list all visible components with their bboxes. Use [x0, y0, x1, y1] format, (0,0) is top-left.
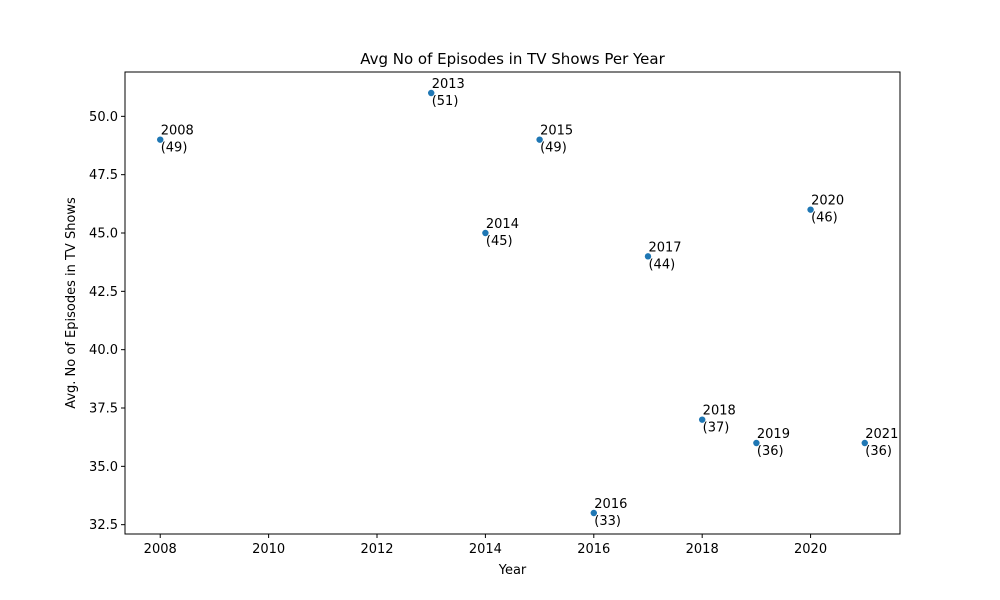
- point-value-label: (49): [161, 141, 188, 156]
- chart-title: Avg No of Episodes in TV Shows Per Year: [360, 50, 665, 68]
- y-tick-label: 47.5: [89, 168, 118, 183]
- point-year-label: 2019: [757, 427, 790, 442]
- y-axis: 32.5 35.0 37.5 40.0 42.5 45.0 47.5 50.0: [89, 110, 125, 533]
- point-year-label: 2014: [486, 217, 519, 232]
- data-point: [536, 136, 543, 143]
- point-year-label: 2008: [161, 124, 194, 139]
- x-tick-label: 2012: [360, 542, 393, 557]
- point-year-label: 2013: [432, 77, 465, 92]
- point-value-label: (46): [811, 211, 838, 226]
- data-point: [753, 439, 760, 447]
- x-tick-label: 2016: [577, 542, 610, 557]
- point-value-label: (45): [486, 234, 513, 249]
- x-axis: 2008 2010 2012 2014 2016 2018 2020: [144, 534, 827, 557]
- data-point: [698, 416, 706, 423]
- data-point: [644, 253, 652, 260]
- data-point: [590, 509, 597, 517]
- x-tick-label: 2010: [252, 542, 285, 557]
- x-tick-label: 2014: [469, 542, 502, 557]
- point-year-label: 2018: [703, 404, 736, 419]
- point-year-label: 2016: [594, 497, 627, 512]
- point-value-label: (44): [648, 257, 675, 272]
- y-tick-label: 37.5: [89, 402, 118, 417]
- x-tick-label: 2020: [794, 542, 827, 557]
- y-tick-label: 42.5: [89, 285, 118, 300]
- y-tick-label: 35.0: [89, 460, 118, 475]
- x-tick-label: 2008: [144, 542, 177, 557]
- data-points: 2008 (49) 2013 (51) 2014 (45) 2015 (49) 2016 (33)…: [157, 77, 898, 529]
- x-axis-label: Year: [498, 563, 527, 578]
- point-value-label: (36): [865, 444, 892, 459]
- point-value-label: (51): [432, 94, 459, 109]
- point-value-label: (36): [757, 444, 784, 459]
- data-point: [482, 229, 489, 237]
- data-point: [428, 89, 435, 97]
- y-tick-label: 50.0: [89, 110, 118, 125]
- data-point: [157, 136, 164, 143]
- point-year-label: 2017: [648, 240, 681, 255]
- point-value-label: (37): [703, 421, 730, 436]
- y-tick-label: 45.0: [89, 227, 118, 242]
- point-year-label: 2021: [865, 427, 898, 442]
- x-tick-label: 2018: [686, 542, 719, 557]
- point-value-label: (33): [594, 514, 621, 529]
- data-point: [807, 206, 814, 213]
- y-tick-label: 32.5: [89, 518, 118, 533]
- y-axis-label: Avg. No of Episodes in TV Shows: [64, 197, 79, 409]
- point-value-label: (49): [540, 141, 567, 156]
- point-year-label: 2020: [811, 194, 844, 209]
- data-point: [861, 439, 868, 447]
- plot-area: [124, 71, 901, 535]
- point-year-label: 2015: [540, 124, 573, 139]
- y-tick-label: 40.0: [89, 343, 118, 358]
